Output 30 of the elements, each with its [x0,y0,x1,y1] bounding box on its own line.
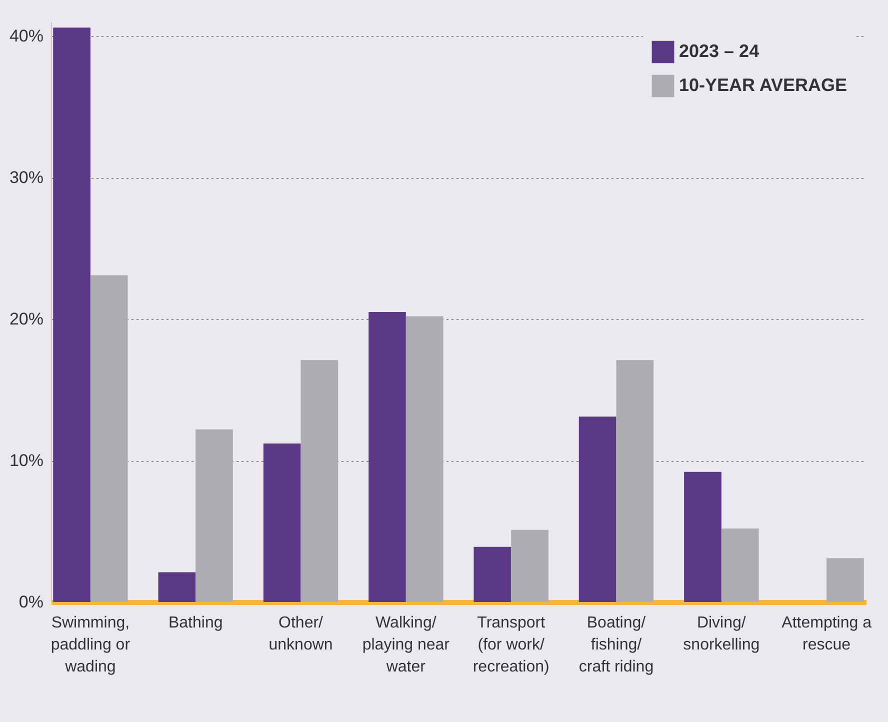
bar [721,528,759,602]
y-tick-label: 10% [9,451,44,470]
bar [90,275,128,602]
bar [406,316,444,602]
bar [53,28,90,602]
y-tick-label: 40% [9,26,44,46]
legend-label: 10-YEAR AVERAGE [679,75,848,95]
x-tick-label: Boating/fishing/craft riding [578,614,654,676]
x-tick-label: Transport (for work/recreation) [472,614,550,676]
x-tick-label: Swimming, paddling or wading [50,614,131,676]
x-tick-label: Bathing [168,614,223,632]
x-tick-label: Walking/playing near water [362,614,450,676]
y-tick-label: 0% [18,592,44,612]
legend-label: 2023 – 24 [679,41,760,61]
x-tick-label: Other/unknown [268,614,333,654]
x-tick-label: Attempting a rescue [782,614,872,654]
bar [158,572,196,602]
bar [196,429,233,602]
bar [616,360,654,602]
bar [511,530,548,602]
bar [578,416,616,602]
x-tick-label: Diving/snorkelling [683,614,760,654]
y-tick-label: 30% [9,168,44,188]
bar [300,360,338,602]
bar [368,312,406,602]
bar [684,472,722,602]
bar [474,546,512,602]
bar [263,444,301,602]
bar [826,558,864,602]
y-tick-label: 20% [9,310,44,329]
